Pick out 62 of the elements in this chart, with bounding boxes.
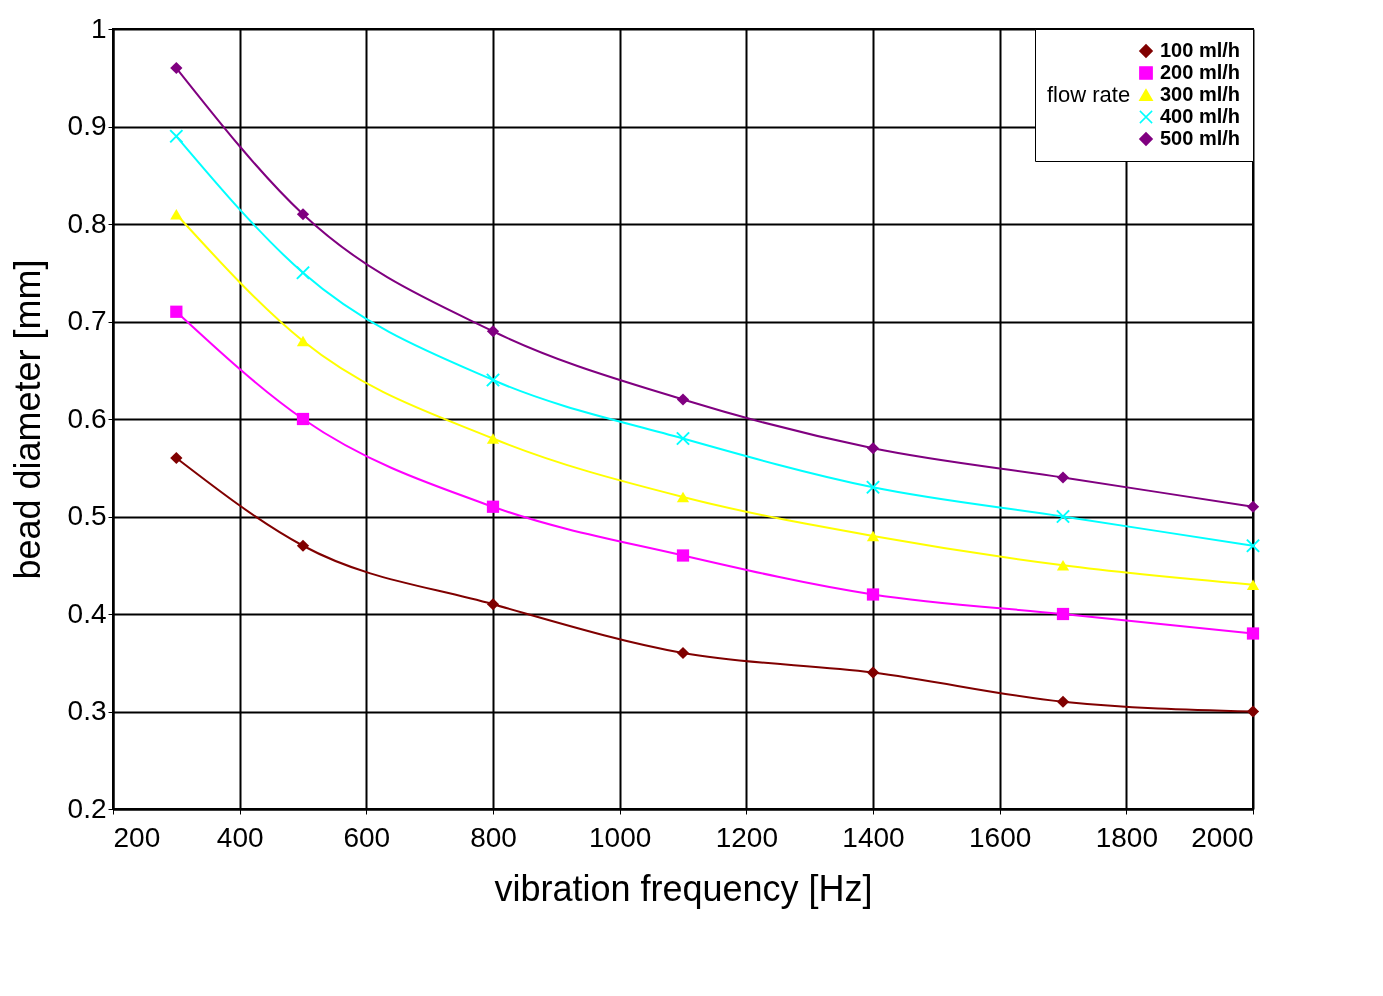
point	[676, 491, 690, 503]
point	[170, 451, 183, 465]
point	[1055, 509, 1071, 524]
y-tick-label: 1	[90, 12, 107, 44]
point	[296, 208, 310, 221]
legend-label: 100 ml/h	[1160, 39, 1241, 61]
x-tick-label: 2000	[1191, 821, 1254, 853]
y-tick-label: 0.9	[67, 110, 107, 141]
legend-label: 400 ml/h	[1160, 105, 1241, 127]
point	[676, 646, 690, 660]
point	[296, 335, 310, 347]
point	[296, 539, 310, 552]
point	[676, 393, 690, 406]
point	[1245, 538, 1261, 553]
point	[486, 500, 500, 513]
legend-title: flow rate	[1047, 82, 1131, 107]
x-tick-label: 600	[343, 821, 391, 853]
y-tick-label: 0.6	[67, 402, 107, 434]
legend-label: 300 ml/h	[1160, 83, 1241, 105]
point	[1056, 695, 1070, 708]
y-tick-label: 0.2	[67, 792, 107, 824]
x-tick-label: 1600	[969, 821, 1032, 853]
point	[1246, 627, 1260, 640]
x-tick-label: 1800	[1095, 821, 1158, 853]
x-axis-title: vibration frequency [Hz]	[494, 867, 873, 909]
point	[170, 208, 183, 220]
point	[866, 442, 880, 455]
point	[866, 530, 880, 542]
point	[1246, 500, 1260, 513]
y-tick-label: 0.4	[67, 597, 107, 629]
x-tick-label: 1400	[842, 821, 905, 853]
x-tick-label: 400	[216, 821, 264, 853]
point	[296, 412, 310, 426]
point	[676, 549, 690, 562]
point	[169, 129, 184, 144]
x-tick-label: 800	[470, 821, 517, 853]
x-tick-label: 1000	[589, 821, 652, 853]
point	[170, 305, 183, 318]
point	[1056, 607, 1070, 621]
y-axis-title: bead diameter [mm]	[6, 259, 48, 580]
y-tick-label: 0.8	[67, 207, 107, 239]
x-tick-label: 1200	[715, 821, 778, 853]
point	[486, 325, 500, 338]
y-tick-label: 0.7	[67, 305, 107, 336]
legend-label: 200 ml/h	[1160, 61, 1241, 83]
point	[1246, 705, 1260, 718]
point	[1246, 579, 1260, 591]
point	[675, 431, 691, 446]
point	[486, 433, 500, 444]
y-tick-label: 0.5	[67, 500, 107, 531]
legend-label: 500 ml/h	[1160, 127, 1241, 149]
point	[486, 598, 500, 611]
point	[866, 666, 880, 679]
point	[485, 372, 501, 388]
point	[170, 61, 183, 75]
y-tick-label: 0.3	[67, 695, 107, 726]
point	[866, 588, 880, 601]
point	[295, 265, 311, 280]
x-tick-label: 200	[113, 821, 161, 853]
point	[865, 480, 881, 495]
point	[1056, 559, 1070, 571]
point	[1056, 471, 1070, 484]
